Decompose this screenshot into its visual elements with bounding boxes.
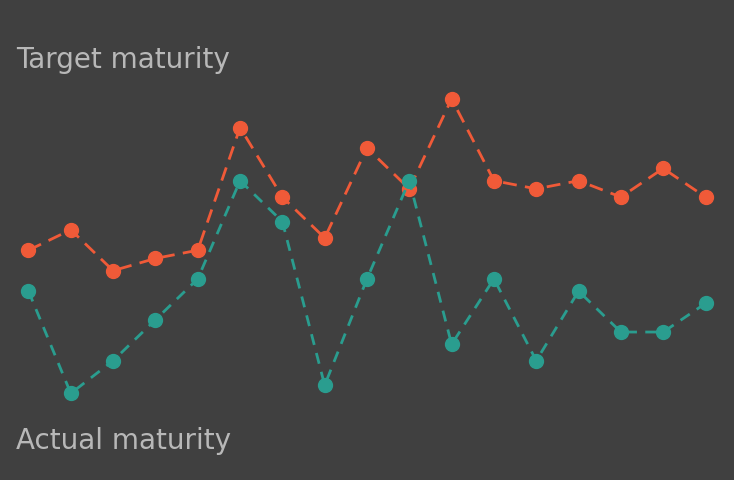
Text: Actual maturity: Actual maturity: [16, 427, 230, 455]
Text: Target maturity: Target maturity: [16, 46, 230, 74]
